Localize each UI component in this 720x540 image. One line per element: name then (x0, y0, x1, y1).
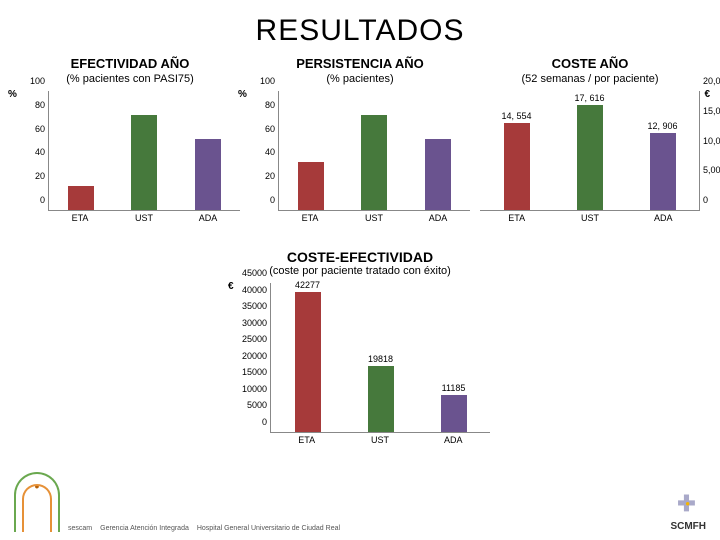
bar-value-label: 17, 616 (574, 93, 604, 103)
y-tick: 40000 (231, 285, 267, 295)
panel-coste-efectividad: € 05000100001500020000250003000035000400… (230, 283, 490, 445)
y-tick: 35000 (231, 301, 267, 311)
footer-logos: sescam Gerencia Atención Integrada Hospi… (14, 472, 706, 532)
bar (295, 292, 321, 432)
y-tick: 0 (251, 195, 275, 205)
coste-efectividad-chart: 0500010000150002000025000300003500040000… (270, 283, 490, 433)
bar-group (361, 115, 387, 210)
efectividad-subtitle: (% pacientes con PASI75) (20, 73, 240, 85)
coste-efectividad-title: COSTE-EFECTIVIDAD (0, 249, 720, 265)
y-tick: 40 (21, 147, 45, 157)
bar (425, 139, 451, 210)
persistencia-chart: 020406080100 (278, 91, 470, 211)
efectividad-y-symbol: % (8, 89, 17, 100)
y-tick: 30000 (231, 318, 267, 328)
x-label: ETA (297, 213, 323, 223)
y-tick: 60 (251, 124, 275, 134)
x-label: ADA (650, 213, 676, 223)
y-tick: 100 (251, 76, 275, 86)
coste-title: COSTE AÑO (480, 56, 700, 71)
bar-group: 12, 906 (647, 121, 677, 210)
y-tick: 40 (251, 147, 275, 157)
panel-efectividad: EFECTIVIDAD AÑO (% pacientes con PASI75)… (20, 56, 240, 231)
bar (504, 123, 530, 210)
y-tick: 0 (703, 195, 720, 205)
coste-chart: 05,00010,00015,00020,00014, 55417, 61612… (480, 91, 700, 211)
efectividad-title: EFECTIVIDAD AÑO (20, 56, 240, 71)
coste-subtitle: (52 semanas / por paciente) (480, 73, 700, 85)
x-label: UST (361, 213, 387, 223)
coste-y-symbol: € (704, 89, 710, 100)
panel-persistencia: PERSISTENCIA AÑO (% pacientes) % 0204060… (250, 56, 470, 231)
panel-coste: COSTE AÑO (52 semanas / por paciente) € … (480, 56, 700, 231)
y-tick: 80 (21, 100, 45, 110)
x-label: UST (367, 435, 393, 445)
efectividad-chart: 020406080100 (48, 91, 240, 211)
bar-group: 17, 616 (574, 93, 604, 210)
bar-group (68, 186, 94, 210)
y-tick: 5000 (231, 400, 267, 410)
sescam-logo: sescam (68, 525, 92, 532)
bar-group (131, 115, 157, 210)
x-label: ADA (425, 213, 451, 223)
bar-group (425, 139, 451, 210)
bar (68, 186, 94, 210)
x-label: UST (131, 213, 157, 223)
page-title: RESULTADOS (0, 0, 720, 48)
y-tick: 100 (21, 76, 45, 86)
y-tick: 10,000 (703, 136, 720, 146)
bar (577, 105, 603, 210)
bar-group: 14, 554 (501, 111, 531, 210)
bar (441, 395, 467, 432)
gerencia-logo: Gerencia Atención Integrada (100, 525, 189, 532)
y-tick: 0 (231, 417, 267, 427)
scmfh-logo: SCMFH (670, 493, 706, 532)
arch-icon (14, 472, 60, 532)
bar (195, 139, 221, 210)
bar-group (298, 162, 324, 210)
x-label: ADA (195, 213, 221, 223)
bar (298, 162, 324, 210)
y-tick: 80 (251, 100, 275, 110)
bar-value-label: 11185 (442, 383, 466, 393)
y-tick: 5,000 (703, 165, 720, 175)
scmfh-label: SCMFH (670, 521, 706, 532)
persistencia-subtitle: (% pacientes) (250, 73, 470, 85)
bar-group: 19818 (368, 354, 394, 432)
y-tick: 25000 (231, 334, 267, 344)
persistencia-y-symbol: % (238, 89, 247, 100)
x-label: ETA (504, 213, 530, 223)
hospital-logo: Hospital General Universitario de Ciudad… (197, 525, 340, 532)
top-row: EFECTIVIDAD AÑO (% pacientes con PASI75)… (0, 48, 720, 231)
y-tick: 45000 (231, 268, 267, 278)
y-tick: 20000 (231, 351, 267, 361)
bar-value-label: 12, 906 (647, 121, 677, 131)
bar-group (195, 139, 221, 210)
y-tick: 10000 (231, 384, 267, 394)
bar-group: 42277 (295, 280, 321, 432)
x-label: UST (577, 213, 603, 223)
y-tick: 15,000 (703, 106, 720, 116)
coste-efectividad-subtitle: (coste por paciente tratado con éxito) (0, 265, 720, 277)
y-tick: 20 (21, 171, 45, 181)
y-tick: 0 (21, 195, 45, 205)
y-tick: 20 (251, 171, 275, 181)
y-tick: 15000 (231, 367, 267, 377)
x-label: ETA (67, 213, 93, 223)
bar (131, 115, 157, 210)
bar (368, 366, 394, 432)
x-label: ETA (294, 435, 320, 445)
persistencia-title: PERSISTENCIA AÑO (250, 56, 470, 71)
bar (361, 115, 387, 210)
bar-value-label: 19818 (368, 354, 393, 364)
bar-value-label: 14, 554 (501, 111, 531, 121)
y-tick: 20,000 (703, 76, 720, 86)
bar-value-label: 42277 (295, 280, 320, 290)
x-label: ADA (440, 435, 466, 445)
y-tick: 60 (21, 124, 45, 134)
bar (650, 133, 676, 210)
scmfh-icon (675, 493, 701, 519)
bar-group: 11185 (441, 383, 467, 432)
